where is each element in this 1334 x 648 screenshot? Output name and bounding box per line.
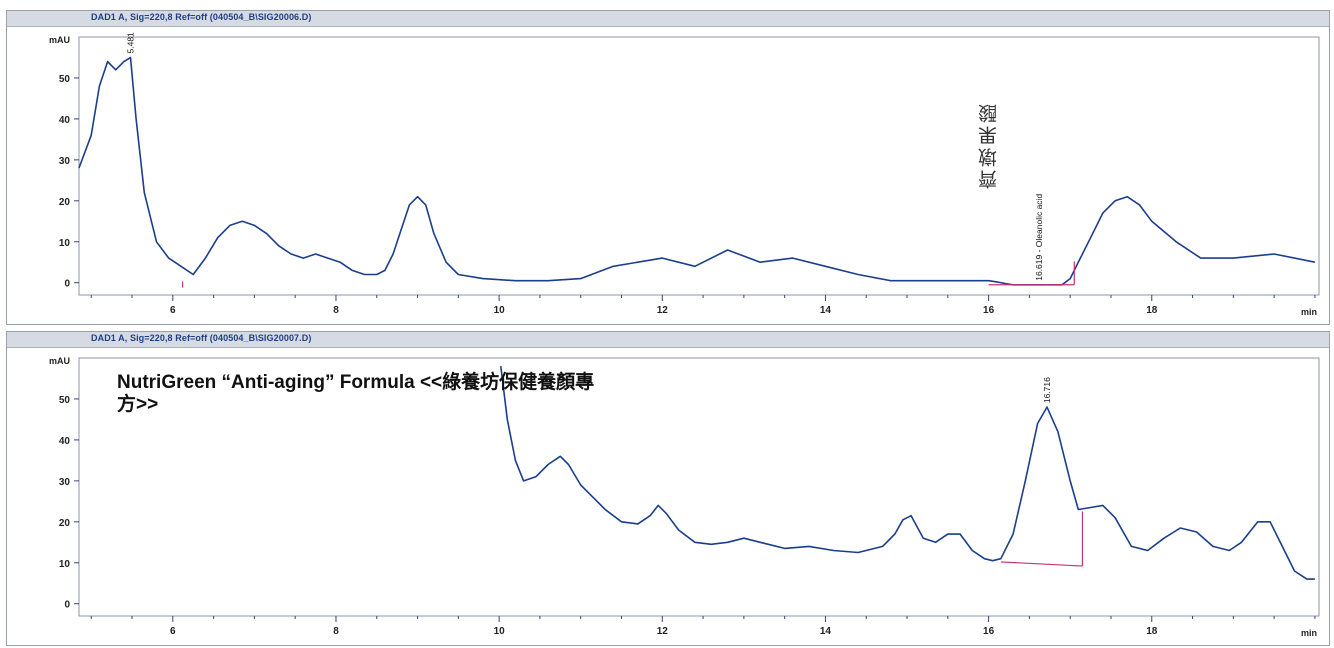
x-tick-label: 6 (170, 626, 176, 637)
x-tick-label: 12 (657, 626, 669, 637)
x-tick-label: 10 (494, 305, 506, 316)
y-tick-label: 10 (59, 238, 71, 249)
panel-title-bar-2: DAD1 A, Sig=220,8 Ref=off (040504_B\SIG2… (7, 332, 1329, 348)
x-tick-label: 8 (333, 626, 339, 637)
panel-title-2: DAD1 A, Sig=220,8 Ref=off (040504_B\SIG2… (91, 333, 312, 343)
x-tick-label: 8 (333, 305, 339, 316)
y-tick-label: 30 (59, 156, 71, 167)
x-tick-label: 18 (1146, 305, 1158, 316)
y-tick-label: 0 (64, 279, 70, 290)
x-tick-label: 18 (1146, 626, 1158, 637)
y-tick-label: 40 (59, 115, 71, 126)
x-tick-label: 10 (494, 626, 506, 637)
chromatogram-panel-2: DAD1 A, Sig=220,8 Ref=off (040504_B\SIG2… (6, 331, 1330, 646)
y-tick-label: 0 (64, 600, 70, 611)
y-tick-label: 10 (59, 559, 71, 570)
x-tick-label: 12 (657, 305, 669, 316)
x-tick-label: 6 (170, 305, 176, 316)
y-tick-label: 20 (59, 197, 71, 208)
plot-frame (78, 36, 1320, 296)
chromatogram-plot-1: 0 10 20 30 40 50 mAU 6 8 10 12 14 16 18 min 5.481 16.619… (49, 32, 1320, 317)
compound-chinese-label: 齊墩果酸 (978, 101, 1000, 189)
y-axis-label: mAU (49, 356, 70, 366)
y-tick-label: 30 (59, 477, 71, 488)
sample-label-line-1: NutriGreen “Anti-aging” Formula <<綠養坊保健養… (117, 372, 595, 393)
y-tick-label: 20 (59, 518, 71, 529)
x-tick-label: 16 (983, 305, 995, 316)
y-tick-label: 50 (59, 74, 71, 85)
sample-label-line-2: 方>> (117, 394, 159, 415)
signal-trace (500, 366, 1315, 580)
y-tick-label: 40 (59, 436, 71, 447)
x-axis-label: min (1301, 628, 1317, 638)
chromatogram-plot-2: 0 10 20 30 40 50 mAU 6 8 10 12 14 16 18 min 16.716 (49, 356, 1320, 638)
peak-label: 16.716 (1042, 377, 1052, 403)
signal-trace (78, 56, 1316, 286)
x-tick-label: 14 (820, 626, 832, 637)
y-axis-label: mAU (49, 35, 70, 45)
peak-label: 16.619 - Oleanolic acid (1034, 194, 1044, 281)
plot-frame (78, 357, 1320, 617)
y-tick-label: 50 (59, 395, 71, 406)
panel-title-bar-1: DAD1 A, Sig=220,8 Ref=off (040504_B\SIG2… (7, 11, 1329, 27)
integration-baseline (1000, 561, 1083, 567)
panel-title-1: DAD1 A, Sig=220,8 Ref=off (040504_B\SIG2… (91, 12, 312, 22)
x-tick-label: 16 (983, 626, 995, 637)
peak-label: 5.481 (125, 32, 135, 54)
x-tick-label: 14 (820, 305, 832, 316)
x-axis-label: min (1301, 307, 1317, 317)
sample-label: NutriGreen “Anti-aging” Formula <<綠養坊保健養… (117, 372, 594, 416)
chromatogram-panel-1: DAD1 A, Sig=220,8 Ref=off (040504_B\SIG2… (6, 10, 1330, 325)
